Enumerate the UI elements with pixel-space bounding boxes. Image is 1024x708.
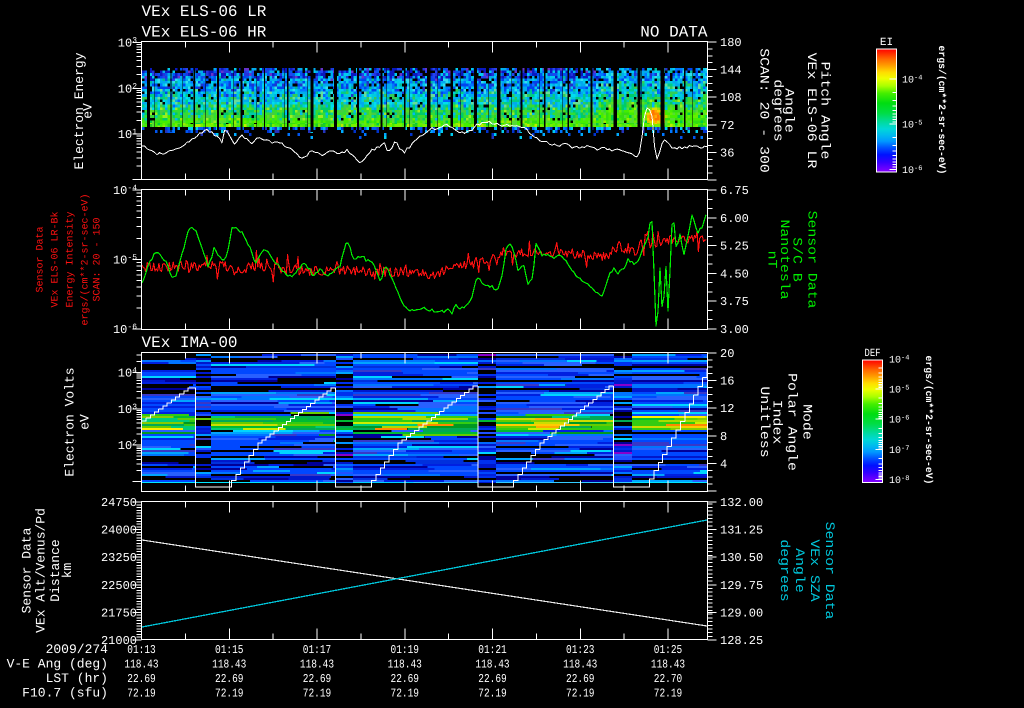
- svg-text:km: km: [60, 563, 75, 579]
- svg-text:3.00: 3.00: [720, 323, 749, 337]
- svg-text:Index: Index: [770, 400, 785, 445]
- svg-text:24000: 24000: [101, 524, 137, 538]
- svg-text:118.43: 118.43: [388, 658, 422, 672]
- svg-text:Sensor Data: Sensor Data: [36, 226, 47, 292]
- svg-text:01:23: 01:23: [566, 643, 595, 657]
- svg-text:Angle: Angle: [782, 88, 797, 133]
- svg-text:01:25: 01:25: [654, 643, 683, 657]
- svg-text:8: 8: [720, 430, 727, 444]
- svg-text:NO DATA: NO DATA: [640, 24, 708, 42]
- svg-text:2009/274: 2009/274: [46, 642, 109, 657]
- svg-text:VEx IMA-00: VEx IMA-00: [142, 334, 238, 352]
- svg-text:72.19: 72.19: [215, 687, 244, 701]
- svg-text:118.43: 118.43: [475, 658, 509, 672]
- svg-text:72.19: 72.19: [654, 687, 683, 701]
- svg-text:eV: eV: [81, 103, 96, 119]
- svg-text:degrees: degrees: [777, 539, 792, 601]
- svg-text:6.75: 6.75: [720, 184, 749, 198]
- svg-text:VEx ELS-06 LR: VEx ELS-06 LR: [804, 53, 819, 169]
- svg-text:128.25: 128.25: [720, 634, 763, 648]
- svg-text:ergs/(cm**2-sr-sec-eV): ergs/(cm**2-sr-sec-eV): [922, 356, 934, 485]
- svg-text:129.00: 129.00: [720, 606, 763, 620]
- svg-text:eV: eV: [78, 414, 93, 430]
- svg-text:24750: 24750: [101, 496, 137, 510]
- svg-text:144: 144: [720, 64, 742, 78]
- svg-text:22.69: 22.69: [127, 672, 156, 686]
- svg-text:118.43: 118.43: [212, 658, 246, 672]
- svg-text:72.19: 72.19: [127, 687, 156, 701]
- svg-text:72.19: 72.19: [566, 687, 595, 701]
- svg-text:VEx SZA: VEx SZA: [807, 539, 822, 602]
- svg-text:degrees: degrees: [770, 79, 785, 141]
- svg-text:22.69: 22.69: [478, 672, 507, 686]
- svg-text:Unitless: Unitless: [757, 386, 772, 457]
- svg-text:20: 20: [720, 347, 734, 361]
- svg-text:VEx Alt/Venus/Pd: VEx Alt/Venus/Pd: [34, 508, 49, 633]
- svg-text:5.25: 5.25: [720, 240, 749, 254]
- svg-text:118.43: 118.43: [300, 658, 334, 672]
- svg-text:VEx ELS-06 HR: VEx ELS-06 HR: [142, 24, 267, 42]
- svg-text:130.50: 130.50: [720, 551, 763, 565]
- svg-text:01:21: 01:21: [478, 643, 507, 657]
- svg-text:VEx ELS-06 LR: VEx ELS-06 LR: [142, 3, 267, 21]
- svg-text:01:13: 01:13: [127, 643, 156, 657]
- svg-text:V-E Ang (deg): V-E Ang (deg): [7, 657, 108, 672]
- svg-text:Electron Energy: Electron Energy: [72, 52, 87, 169]
- svg-text:22.70: 22.70: [654, 672, 683, 686]
- svg-text:72.19: 72.19: [478, 687, 507, 701]
- svg-text:22.69: 22.69: [391, 672, 420, 686]
- svg-text:Distance: Distance: [48, 539, 63, 601]
- svg-text:129.75: 129.75: [720, 579, 763, 593]
- svg-text:108: 108: [720, 91, 742, 105]
- svg-text:VEx ELS-06 LR-Bk: VEx ELS-06 LR-Bk: [50, 211, 62, 307]
- svg-text:01:15: 01:15: [215, 643, 244, 657]
- svg-text:Polar Angle: Polar Angle: [785, 373, 800, 471]
- svg-text:180: 180: [720, 36, 742, 50]
- svg-text:01:19: 01:19: [391, 643, 420, 657]
- svg-text:nT: nT: [765, 251, 780, 269]
- svg-text:131.25: 131.25: [720, 524, 763, 538]
- svg-text:22.69: 22.69: [215, 672, 244, 686]
- svg-text:Mode: Mode: [800, 404, 815, 440]
- svg-text:36: 36: [720, 146, 734, 160]
- svg-text:SCAN: 20 - 300: SCAN: 20 - 300: [756, 48, 771, 173]
- svg-text:72.19: 72.19: [391, 687, 420, 701]
- svg-text:Nanotesla: Nanotesla: [777, 219, 792, 299]
- svg-text:SCAN: 20 - 150: SCAN: 20 - 150: [93, 217, 104, 301]
- svg-text:3.75: 3.75: [720, 295, 749, 309]
- svg-text:4.50: 4.50: [720, 267, 749, 281]
- svg-text:118.43: 118.43: [563, 658, 597, 672]
- svg-text:4: 4: [720, 457, 727, 471]
- svg-text:22.69: 22.69: [566, 672, 595, 686]
- svg-text:Electron Volts: Electron Volts: [63, 367, 78, 476]
- svg-text:21000: 21000: [101, 634, 137, 648]
- svg-text:LST (hr): LST (hr): [46, 671, 108, 686]
- svg-text:22.69: 22.69: [303, 672, 332, 686]
- svg-text:Angle: Angle: [792, 548, 807, 593]
- svg-text:6.00: 6.00: [720, 212, 749, 226]
- svg-text:Pitch Angle: Pitch Angle: [817, 62, 832, 160]
- svg-text:Sensor Data: Sensor Data: [805, 211, 820, 309]
- svg-text:72: 72: [720, 119, 734, 133]
- svg-text:DEF: DEF: [865, 348, 881, 360]
- svg-text:72.19: 72.19: [303, 687, 332, 701]
- svg-text:Energy Intensity: Energy Intensity: [65, 211, 77, 307]
- svg-text:12: 12: [720, 402, 734, 416]
- svg-text:16: 16: [720, 375, 734, 389]
- svg-text:132.00: 132.00: [720, 496, 763, 510]
- svg-text:118.43: 118.43: [124, 658, 158, 672]
- svg-text:23250: 23250: [101, 551, 137, 565]
- svg-text:Sensor Data: Sensor Data: [822, 522, 837, 620]
- svg-text:Sensor Data: Sensor Data: [20, 527, 35, 613]
- svg-text:ergs/(cm**2-sr-sec-eV): ergs/(cm**2-sr-sec-eV): [935, 46, 947, 175]
- svg-text:EI: EI: [880, 37, 893, 49]
- svg-text:22500: 22500: [101, 579, 137, 593]
- svg-text:S/C B: S/C B: [790, 237, 805, 282]
- svg-text:118.43: 118.43: [651, 658, 685, 672]
- svg-text:21750: 21750: [101, 606, 137, 620]
- svg-text:F10.7 (sfu): F10.7 (sfu): [22, 686, 108, 701]
- svg-text:01:17: 01:17: [303, 643, 332, 657]
- svg-text:ergs/(cm**2-sr-sec-eV): ergs/(cm**2-sr-sec-eV): [80, 193, 92, 325]
